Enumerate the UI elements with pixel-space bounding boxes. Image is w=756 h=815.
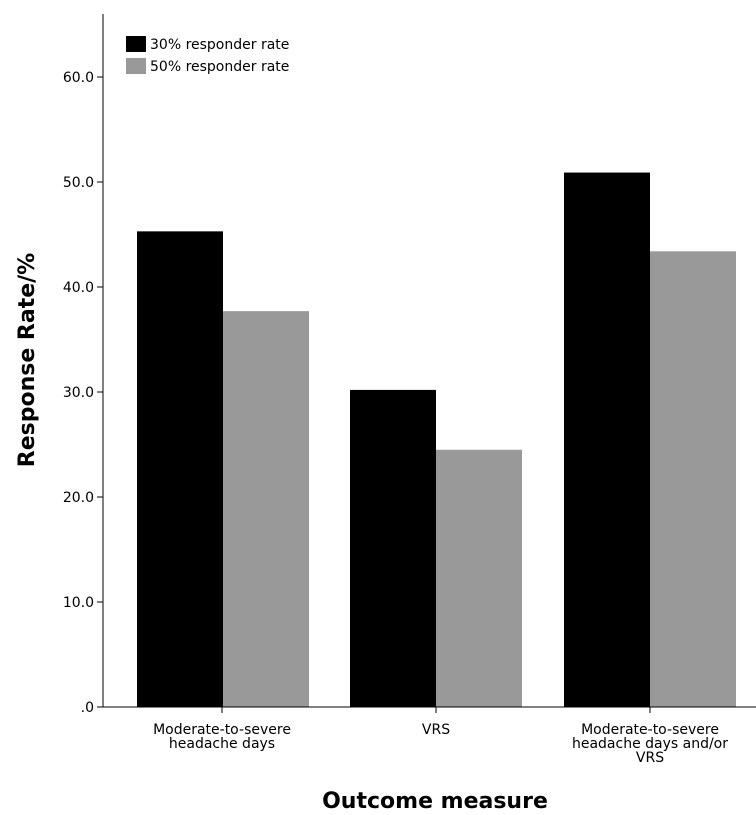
bar-50pct-cat3 — [650, 251, 736, 708]
y-axis-title: Response Rate/% — [15, 253, 40, 467]
y-tick-label: 10.0 — [63, 595, 94, 611]
x-category-label: Moderate-to-severe headache days — [153, 722, 291, 752]
bar-50pct-cat2 — [436, 449, 522, 707]
bar-30pct-cat2 — [350, 389, 436, 707]
y-tick-label: 20.0 — [63, 490, 94, 506]
y-tick-label: .0 — [81, 700, 94, 716]
y-ticks-group: .0 10.0 20.0 30.0 40.0 50.0 60.0 — [63, 70, 103, 716]
y-tick-label: 30.0 — [63, 385, 94, 401]
x-category-label: Moderate-to-severe headache days and/or VR… — [572, 722, 728, 766]
x-category-label-line: VRS — [636, 750, 664, 766]
x-category-label: VRS — [422, 722, 450, 738]
bar-30pct-cat3 — [564, 172, 650, 708]
x-category-label-line: headache days — [169, 736, 275, 752]
legend-label: 50% responder rate — [150, 59, 289, 75]
x-category-label-line: VRS — [422, 722, 450, 738]
y-tick-label: 50.0 — [63, 175, 94, 191]
y-tick-label: 40.0 — [63, 280, 94, 296]
legend-swatch — [126, 36, 146, 52]
legend-label: 30% responder rate — [150, 37, 289, 53]
x-axis-title: Outcome measure — [322, 789, 548, 814]
x-category-label-line: Moderate-to-severe — [581, 722, 719, 738]
x-category-label-line: headache days and/or — [572, 736, 728, 752]
x-category-label-line: Moderate-to-severe — [153, 722, 291, 738]
bar-50pct-cat1 — [223, 311, 309, 707]
y-tick-label: 60.0 — [63, 70, 94, 86]
legend-swatch — [126, 58, 146, 74]
axes-group — [102, 14, 756, 708]
bar-30pct-cat1 — [137, 231, 223, 707]
bars-group — [137, 172, 736, 708]
legend: 30% responder rate 50% responder rate — [126, 36, 289, 75]
